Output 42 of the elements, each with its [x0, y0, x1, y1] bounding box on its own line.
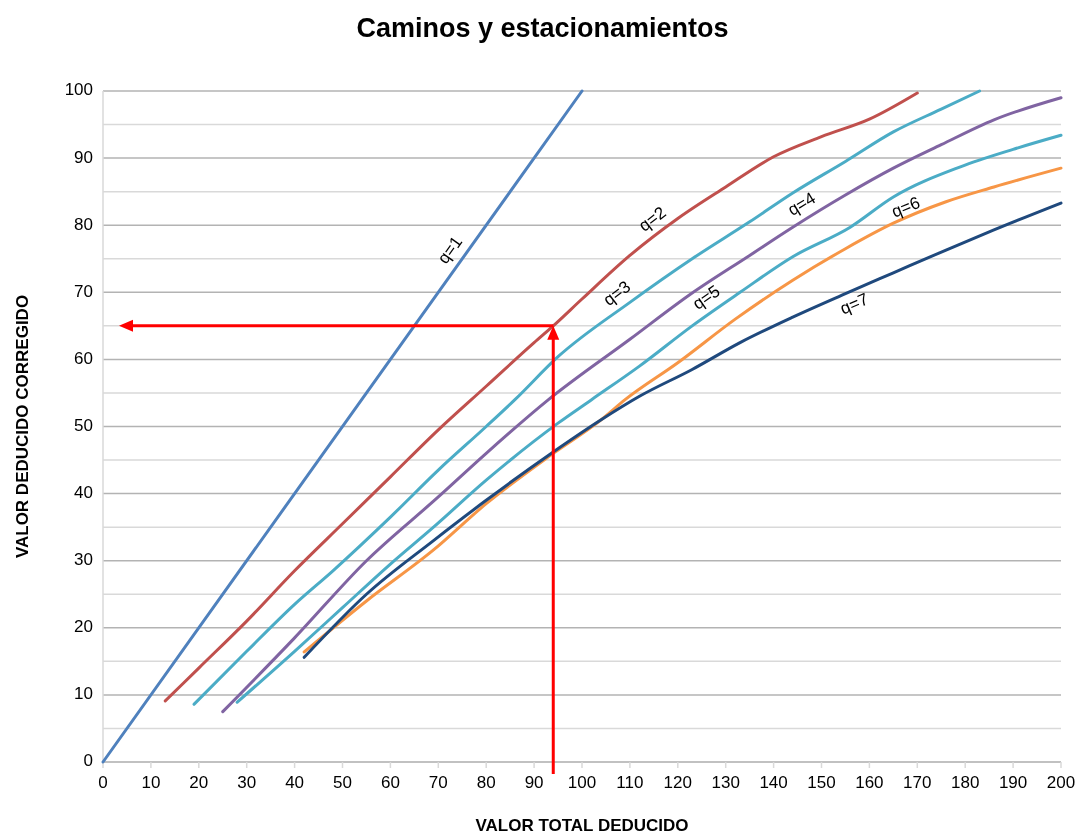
x-axis-title: VALOR TOTAL DEDUCIDO: [475, 816, 689, 835]
chart-title: Caminos y estacionamientos: [356, 13, 729, 43]
x-tick-label: 100: [567, 773, 597, 792]
x-tick-label: 150: [807, 773, 836, 792]
y-tick-label: 30: [74, 550, 93, 570]
y-tick-label: 90: [74, 147, 93, 167]
x-tick-label: 170: [903, 773, 932, 792]
x-tick-label: 110: [616, 773, 644, 792]
x-tick-label: 10: [141, 773, 161, 792]
x-tick-label: 140: [759, 773, 788, 792]
y-tick-label: 10: [74, 684, 93, 704]
x-tick-label: 60: [380, 773, 400, 792]
x-tick-label: 40: [285, 773, 305, 792]
x-tick-label: 130: [711, 773, 740, 792]
x-tick-label: 120: [663, 773, 692, 792]
y-tick-label: 100: [64, 80, 93, 100]
text: q=3: [599, 277, 635, 310]
y-axis-title: VALOR DEDUCIDO CORREGIDO: [13, 294, 32, 559]
text: q=4: [784, 188, 819, 220]
y-tick-label: 40: [74, 483, 93, 503]
y-tick-label: 60: [74, 348, 93, 368]
x-tick-label: 30: [237, 773, 257, 792]
y-tick-label: 20: [74, 617, 93, 637]
x-tick-label: 90: [524, 773, 544, 792]
x-tick-label: 180: [951, 773, 980, 792]
x-tick-label: 20: [189, 773, 209, 792]
y-tick-label: 50: [74, 415, 93, 435]
x-tick-label: 50: [333, 773, 352, 792]
y-tick-label: 0: [83, 751, 93, 771]
x-tick-label: 70: [428, 773, 448, 792]
y-tick-label: 80: [74, 214, 93, 234]
text: q=6: [888, 193, 923, 222]
text: q=5: [689, 281, 724, 314]
x-tick-label: 200: [1046, 773, 1076, 792]
x-tick-label: 160: [855, 773, 884, 792]
x-tick-label: 0: [98, 773, 108, 792]
text: q=1: [433, 232, 467, 268]
y-tick-label: 70: [74, 281, 93, 301]
text: q=7: [837, 289, 872, 319]
text: q=2: [635, 202, 670, 236]
x-tick-label: 80: [476, 773, 496, 792]
x-tick-label: 190: [998, 773, 1028, 792]
